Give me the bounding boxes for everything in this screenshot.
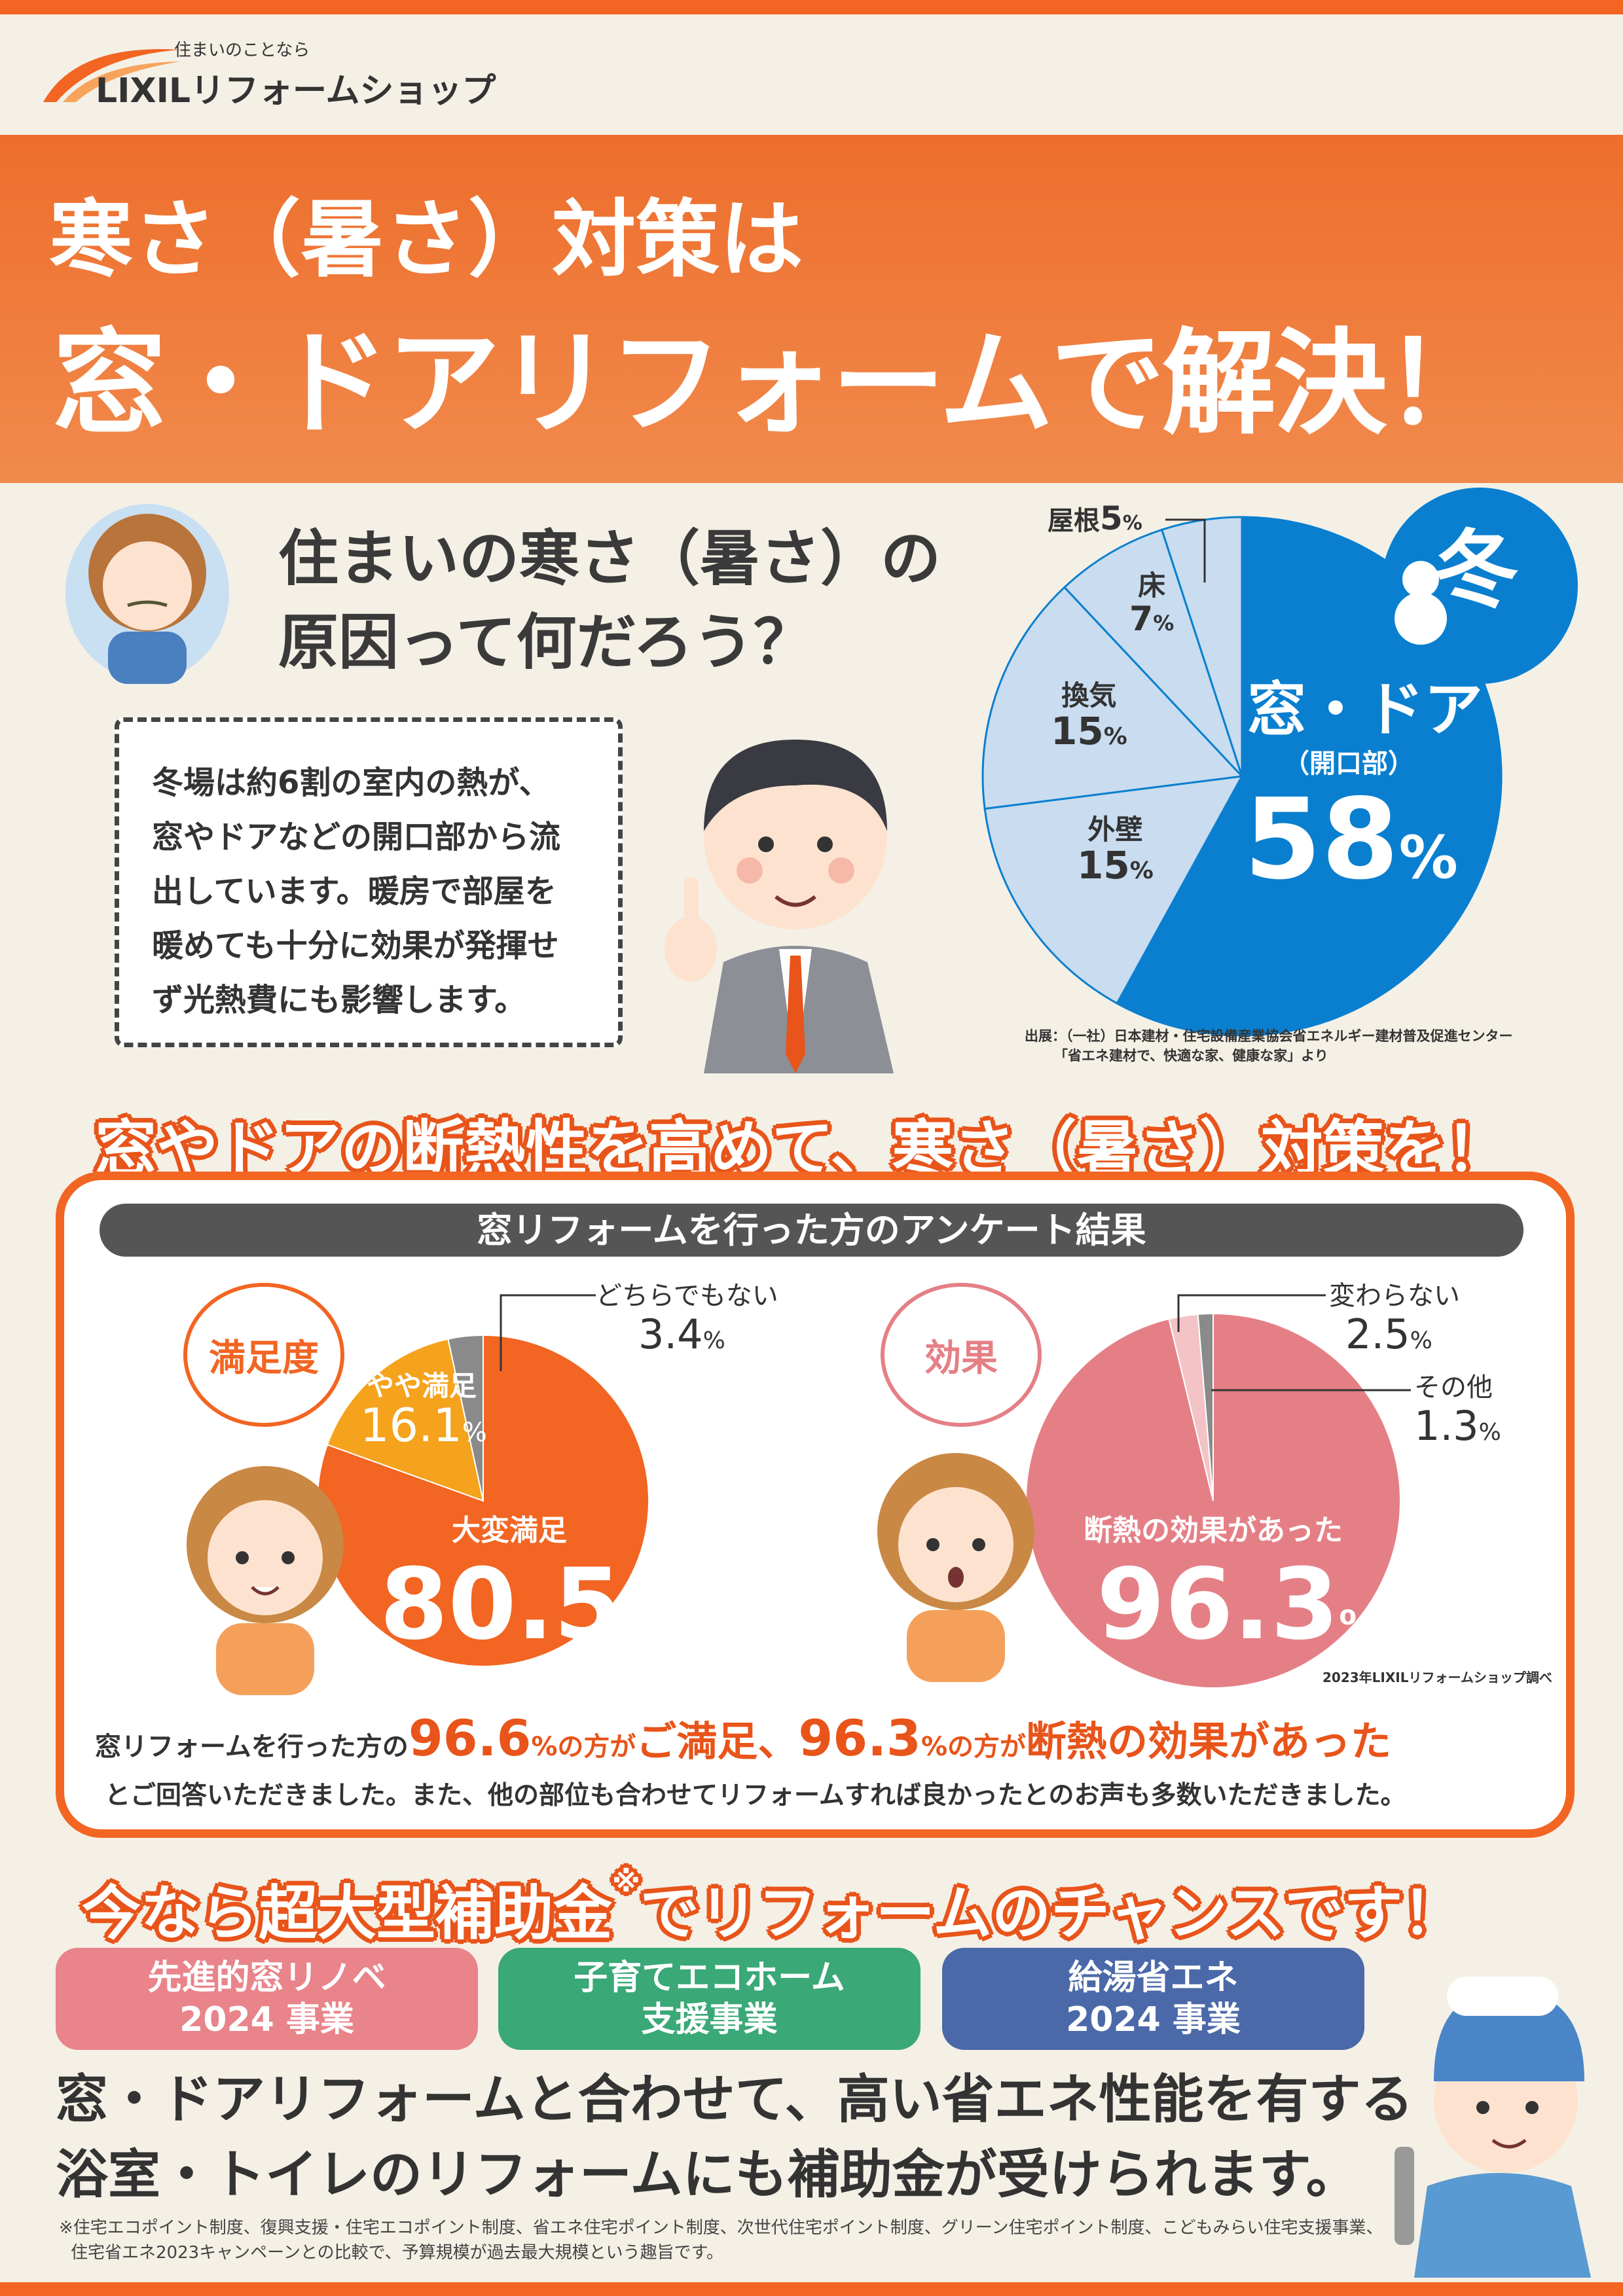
header-title-line1: 寒さ（暑さ）対策は bbox=[49, 191, 804, 289]
subsidy-description: 窓・ドアリフォームと合わせて、高い省エネ性能を有する 浴室・トイレのリフォームにも… bbox=[56, 2069, 1413, 2205]
program-water-heater[interactable]: 給湯省エネ 2024 事業 bbox=[942, 1948, 1364, 2050]
question-heading: 住まいの寒さ（暑さ）の 原因って何だろう？ bbox=[278, 517, 941, 685]
survey-credit: 2023年LIXILリフォームショップ調べ bbox=[1322, 1670, 1552, 1685]
pie-slice bbox=[983, 775, 1244, 1005]
businessman-illustration bbox=[665, 740, 894, 1073]
winter-label: 冬 bbox=[1434, 520, 1520, 620]
question-line1: 住まいの寒さ（暑さ）の bbox=[278, 524, 941, 594]
repairman-illustration bbox=[1395, 1977, 1591, 2278]
logo-name: LIXILリフォームショップ bbox=[96, 71, 496, 111]
label-very-value: 80.5% bbox=[380, 1548, 662, 1662]
logo-tagline: 住まいのことなら bbox=[174, 41, 310, 60]
logo-swoosh-icon bbox=[43, 49, 181, 102]
label-effective-value: 96.3% bbox=[1097, 1548, 1379, 1662]
label-floor: 床 7% bbox=[1129, 569, 1175, 639]
source-line1: 出展：（一社）日本建材・住宅設備産業協会省エネルギー建材普及促進センター bbox=[1025, 1028, 1513, 1044]
pie-slice bbox=[1063, 528, 1243, 778]
top-stripe bbox=[0, 0, 1623, 14]
bottom-stripe bbox=[0, 2282, 1623, 2296]
pie-slice bbox=[447, 1334, 484, 1501]
label-somewhat: やや満足 bbox=[367, 1370, 477, 1402]
explanation-line: 暖めても十分に効果が発揮せ bbox=[152, 927, 559, 964]
explanation-box: 冬場は約6割の室内の熱が、 窓やドアなどの開口部から流 出しています。暖房で部屋… bbox=[115, 717, 623, 1047]
logo: 住まいのことなら LIXILリフォームショップ bbox=[37, 37, 496, 111]
label-very: 大変満足 bbox=[452, 1514, 567, 1547]
label-ventilation: 換気 15% bbox=[1051, 679, 1127, 754]
snowman-icon bbox=[1395, 592, 1447, 645]
source-line2: 「省エネ建材で、快適な家、健康な家」より bbox=[1054, 1048, 1328, 1064]
header-band bbox=[0, 135, 1623, 483]
label-other: その他 bbox=[1414, 1372, 1493, 1403]
satisfaction-bubble: 満足度 bbox=[183, 1283, 344, 1427]
program-eco-home[interactable]: 子育てエコホーム 支援事業 bbox=[498, 1948, 921, 2050]
survey-summary: 窓リフォームを行った方の96.6%の方がご満足、96.3%の方が断熱の効果があっ… bbox=[95, 1709, 1392, 1767]
explanation-line: 窓やドアなどの開口部から流 bbox=[152, 819, 561, 855]
label-neutral-value: 3.4% bbox=[638, 1310, 725, 1358]
wrench-icon bbox=[1395, 2147, 1414, 2245]
question-line2: 原因って何だろう？ bbox=[278, 607, 814, 677]
surprised-woman-illustration bbox=[877, 1453, 1034, 1682]
pie-slice bbox=[326, 1338, 484, 1502]
source-note: 出展：（一社）日本建材・住宅設備産業協会省エネルギー建材普及促進センター 「省エ… bbox=[1025, 1026, 1513, 1066]
label-somewhat-value: 16.1% bbox=[360, 1399, 487, 1452]
label-unchanged-value: 2.5% bbox=[1345, 1310, 1432, 1358]
header-title-line2: 窓・ドアリフォームで解決！ bbox=[52, 317, 1499, 450]
explanation-line: 出しています。暖房で部屋を bbox=[152, 873, 556, 910]
other-leader-line bbox=[1211, 1389, 1411, 1391]
winter-badge bbox=[1381, 488, 1578, 684]
survey-title: 窓リフォームを行った方のアンケート結果 bbox=[100, 1204, 1523, 1257]
label-other-value: 1.3% bbox=[1414, 1402, 1501, 1450]
satisfaction-pie-chart bbox=[317, 1334, 649, 1667]
label-opening: （開口部） bbox=[1283, 749, 1414, 779]
pie-slice bbox=[1197, 1312, 1214, 1501]
label-unchanged: 変わらない bbox=[1329, 1281, 1460, 1311]
roof-leader-line bbox=[1165, 518, 1206, 583]
label-window-door-value: 58% bbox=[1244, 775, 1458, 905]
explanation-line: ず光熱費にも影響します。 bbox=[152, 982, 526, 1018]
effect-bubble: 効果 bbox=[881, 1283, 1042, 1427]
headline-subsidy: 今なら超大型補助金※でリフォームのチャンスです！ bbox=[82, 1865, 1462, 1948]
footnote: ※住宅エコポイント制度、復興支援・住宅エコポイント制度、省エネ住宅ポイント制度、… bbox=[59, 2218, 1383, 2263]
pie-slice bbox=[981, 586, 1245, 810]
survey-summary-line2: とご回答いただきました。また、他の部位も合わせてリフォームすれば良かったとのお声… bbox=[105, 1781, 1406, 1810]
label-neutral: どちらでもない bbox=[596, 1281, 778, 1311]
label-roof: 屋根5% bbox=[1048, 499, 1142, 537]
label-effective: 断熱の効果があった bbox=[1084, 1514, 1343, 1547]
program-window-renovation[interactable]: 先進的窓リノベ 2024 事業 bbox=[56, 1948, 478, 2050]
unchanged-leader-line bbox=[1177, 1294, 1326, 1332]
label-window-door: 窓・ドア bbox=[1247, 675, 1483, 744]
label-wall: 外壁 15% bbox=[1077, 814, 1154, 888]
explanation-line: 冬場は約6割の室内の熱が、 bbox=[152, 764, 551, 801]
happy-woman-illustration bbox=[187, 1466, 344, 1695]
cold-woman-illustration bbox=[65, 504, 229, 684]
neutral-leader-line bbox=[500, 1294, 596, 1371]
